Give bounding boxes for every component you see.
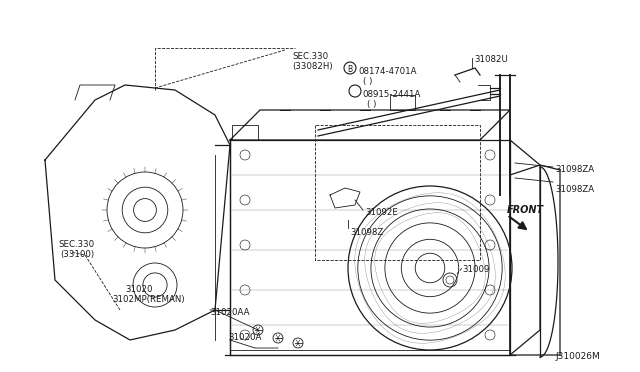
Text: 31020: 31020 [125, 285, 152, 294]
Text: 31020AA: 31020AA [210, 308, 250, 317]
Text: 31009: 31009 [462, 265, 490, 274]
Text: 31020A: 31020A [228, 333, 261, 342]
Text: FRONT: FRONT [507, 205, 544, 215]
Text: ( ): ( ) [367, 100, 376, 109]
Text: SEC.330: SEC.330 [292, 52, 328, 61]
Text: 08915-2441A: 08915-2441A [362, 90, 420, 99]
Text: (33100): (33100) [60, 250, 94, 259]
Text: ( ): ( ) [363, 77, 372, 86]
Text: 31092E: 31092E [365, 208, 398, 217]
Text: 31098ZA: 31098ZA [555, 185, 594, 194]
Text: 31098ZA: 31098ZA [555, 165, 594, 174]
Text: B: B [348, 64, 353, 74]
Text: 31082U: 31082U [474, 55, 508, 64]
Text: SEC.330: SEC.330 [58, 240, 94, 249]
Text: (33082H): (33082H) [292, 62, 333, 71]
Text: 3102MP(REMAN): 3102MP(REMAN) [112, 295, 184, 304]
Text: 08174-4701A: 08174-4701A [358, 67, 417, 76]
Text: 31098Z: 31098Z [350, 228, 383, 237]
Text: J310026M: J310026M [555, 352, 600, 361]
